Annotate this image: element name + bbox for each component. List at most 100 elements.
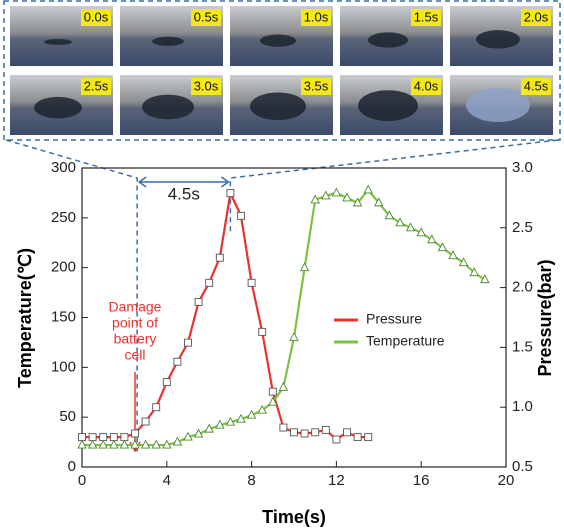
annotation: Damage [109,299,162,315]
y-tick-label: 0 [68,458,76,475]
bubble [142,94,194,120]
annotation: cell [124,347,145,363]
frame-label: 4.5s [524,78,549,93]
marker [78,433,86,442]
marker [119,439,130,449]
frame-label-bg [521,78,551,95]
bubble [476,30,520,49]
y-tick-label: 300 [51,159,76,176]
marker [258,327,267,336]
frame-label: 0.5s [194,9,219,24]
marker [300,429,309,438]
bubble [34,96,82,119]
marker [162,439,172,449]
bubble [250,92,306,121]
marker [226,189,235,198]
frame-label: 3.0s [194,78,219,93]
image-frame [3,0,561,141]
y-axis-label: Temperature(℃) [15,248,35,388]
marker [173,357,182,366]
marker [343,428,351,437]
y2-tick-label: 2.0 [512,279,533,296]
marker [332,435,341,444]
y2-tick-label: 2.5 [512,219,533,236]
legend-label: Pressure [366,311,422,327]
frame-label: 4.0s [414,78,439,93]
y2-tick-label: 1.5 [512,338,533,355]
marker [364,433,373,442]
marker [215,419,225,429]
frame-label: 0.0s [84,9,109,24]
x-axis-label: Time(s) [262,507,326,527]
marker [98,439,108,449]
frame-label: 2.5s [84,78,109,93]
marker [311,428,320,437]
marker [205,278,214,287]
legend-label: Temperature [366,333,445,349]
marker [130,439,140,449]
frame-label: 1.5s [414,9,439,24]
leader-line [5,139,559,455]
marker [279,423,288,432]
y-tick-label: 250 [51,209,76,226]
marker [172,436,183,446]
bubble [152,36,184,46]
marker [437,242,448,252]
marker [225,416,236,426]
annotation: battery [114,331,157,347]
frame-label-bg [191,78,221,95]
marker [331,187,342,197]
marker [448,250,458,260]
y2-axis-label: Pressure(bar) [535,259,555,376]
x-tick-label: 20 [498,472,515,489]
marker [140,439,151,449]
marker [88,433,97,442]
marker [152,403,161,412]
marker [193,428,204,438]
y2-tick-label: 3.0 [512,159,533,176]
frame-label-bg [191,9,221,26]
marker [204,423,214,433]
y-tick-label: 200 [51,259,76,276]
marker [374,197,384,207]
frame-label-bg [301,9,331,26]
marker [236,413,246,423]
y-tick-label: 150 [51,308,76,325]
marker [310,194,320,204]
marker [246,409,257,419]
bubble [358,90,418,122]
marker [363,184,373,194]
marker [416,227,426,237]
marker [184,338,192,347]
x-tick-label: 12 [328,472,345,489]
marker [194,298,203,306]
marker [99,433,108,442]
marker [458,257,469,267]
bubble [466,88,530,122]
marker [247,278,256,287]
y-tick-label: 50 [59,408,76,425]
frame-label-bg [411,78,441,95]
frame-label: 2.0s [524,9,549,24]
marker [183,431,193,441]
marker [141,417,150,426]
y-tick-label: 100 [51,358,76,375]
interval-arrow [137,176,230,188]
series-line [82,189,369,441]
frame-label-bg [411,9,441,26]
marker [151,439,161,449]
marker [162,378,171,387]
marker [109,433,118,442]
annotation-arrow [129,372,141,453]
marker [77,439,87,449]
marker [290,428,298,437]
frame-label-bg [81,78,111,95]
marker [109,439,119,449]
marker [237,211,245,220]
marker [384,210,395,220]
marker [353,433,362,442]
marker [395,217,405,227]
marker [405,222,416,232]
annotation: point of [112,315,158,331]
